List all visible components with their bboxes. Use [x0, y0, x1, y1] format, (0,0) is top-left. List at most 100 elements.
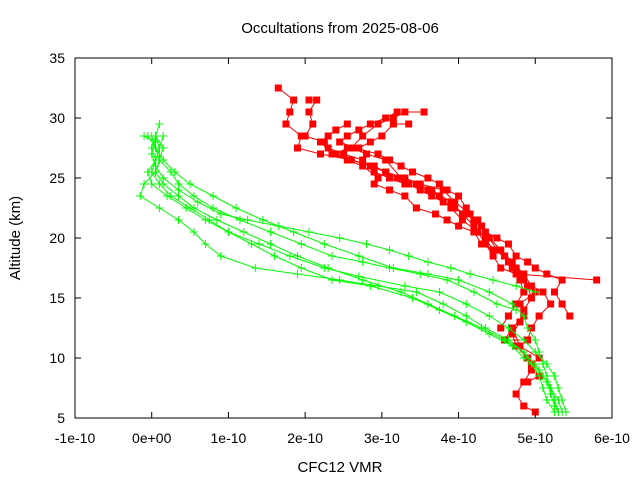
data-point [420, 108, 428, 116]
data-point [389, 120, 397, 128]
series-line [151, 135, 559, 413]
data-point [386, 186, 394, 194]
data-point [423, 300, 432, 308]
series-12 [151, 132, 521, 314]
data-point [450, 312, 459, 320]
data-point [542, 372, 551, 380]
data-point [155, 120, 164, 128]
data-point [524, 282, 532, 290]
y-axis-label: Altitude (km) [7, 196, 24, 280]
data-point [358, 258, 367, 266]
data-point [174, 216, 183, 224]
data-point [458, 216, 466, 224]
data-point [516, 318, 524, 326]
data-point [478, 240, 486, 248]
series-line [338, 111, 571, 317]
series-line [139, 135, 555, 413]
data-point [469, 288, 478, 296]
data-point [166, 168, 175, 176]
data-point [512, 390, 520, 398]
data-point [481, 240, 489, 248]
data-point [531, 264, 539, 272]
data-point [516, 300, 524, 308]
data-point [550, 288, 558, 296]
data-point [493, 234, 501, 242]
data-point [481, 324, 490, 332]
data-point [309, 120, 317, 128]
data-point [512, 264, 520, 272]
y-tick-label: 5 [57, 410, 65, 426]
data-point [493, 246, 501, 254]
data-point [474, 228, 482, 236]
data-point [458, 210, 466, 218]
series-9 [147, 132, 563, 416]
data-point [462, 204, 470, 212]
data-point [524, 258, 532, 266]
data-point [527, 360, 536, 368]
data-point [451, 204, 459, 212]
data-point [366, 162, 374, 170]
data-point [535, 312, 543, 320]
data-point [446, 264, 455, 272]
data-point [558, 300, 566, 308]
data-point [347, 156, 355, 164]
data-point [359, 156, 367, 164]
data-point [508, 258, 516, 266]
data-point [489, 276, 498, 284]
data-point [412, 204, 420, 212]
data-point [182, 204, 191, 212]
data-point [186, 180, 195, 188]
x-tick-label: 5e-10 [517, 430, 553, 446]
data-point [593, 276, 601, 284]
data-point [297, 264, 306, 272]
data-point [462, 210, 470, 218]
data-point [140, 132, 149, 140]
data-point [386, 174, 394, 182]
data-point [462, 300, 471, 308]
data-point [332, 150, 340, 158]
series-11 [140, 132, 540, 296]
data-point [535, 372, 544, 380]
x-tick-label: 0e+00 [132, 430, 172, 446]
data-point [416, 186, 424, 194]
data-point [343, 144, 351, 152]
data-point [382, 156, 390, 164]
data-point [554, 384, 563, 392]
data-point [327, 252, 336, 260]
data-point [355, 126, 363, 134]
data-point [293, 144, 301, 152]
y-axis-ticks: 5 10 15 20 25 30 35 [49, 50, 612, 426]
data-point [401, 108, 409, 116]
data-point [336, 138, 344, 146]
data-point [409, 168, 417, 176]
data-point [405, 180, 413, 188]
data-point [405, 120, 413, 128]
data-point [497, 264, 505, 272]
data-point [343, 132, 351, 140]
data-point [359, 162, 367, 170]
data-point [524, 378, 532, 386]
data-point [443, 276, 452, 284]
data-point [193, 198, 202, 206]
data-point [209, 204, 218, 212]
data-point [159, 132, 168, 140]
data-point [266, 240, 275, 248]
series-line [143, 135, 536, 293]
data-point [235, 216, 244, 224]
data-point [423, 270, 432, 278]
data-point [151, 162, 160, 170]
data-point [451, 198, 459, 206]
data-point [389, 114, 397, 122]
data-point [374, 150, 382, 158]
data-point [147, 150, 156, 158]
data-point [512, 252, 520, 260]
data-point [343, 120, 351, 128]
data-point [512, 282, 521, 290]
data-point [386, 156, 394, 164]
data-point [393, 174, 401, 182]
data-point [382, 168, 390, 176]
data-point [301, 132, 309, 140]
data-point [508, 330, 516, 338]
data-point [497, 246, 505, 254]
